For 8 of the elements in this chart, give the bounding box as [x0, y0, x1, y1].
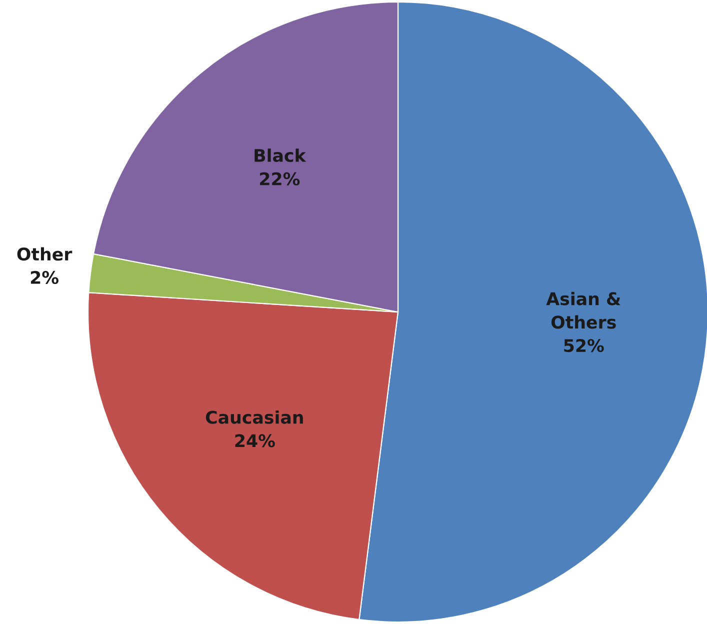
- data-label: 52%: [564, 338, 604, 352]
- slice-label: Caucasian: [206, 410, 303, 424]
- slice-label: Other: [17, 247, 72, 261]
- data-label: 2%: [30, 270, 58, 284]
- slice-label: Asian & Others: [546, 292, 620, 329]
- data-label: 22%: [260, 172, 300, 186]
- slice-label: Black: [254, 148, 306, 162]
- data-label: 24%: [235, 434, 275, 448]
